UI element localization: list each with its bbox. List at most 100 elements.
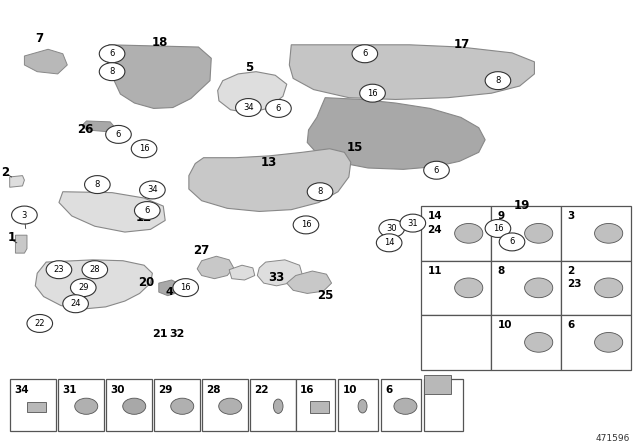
Circle shape bbox=[394, 398, 417, 414]
Text: 2: 2 bbox=[568, 266, 575, 276]
Text: 32: 32 bbox=[170, 329, 185, 339]
Text: 28: 28 bbox=[90, 265, 100, 274]
Text: 22: 22 bbox=[254, 385, 269, 395]
Text: 3: 3 bbox=[22, 211, 27, 220]
Text: 8: 8 bbox=[497, 266, 505, 276]
Bar bbox=[58, 379, 104, 431]
Bar bbox=[424, 375, 451, 394]
Text: 6: 6 bbox=[276, 104, 281, 113]
Text: 8: 8 bbox=[95, 180, 100, 189]
Bar bbox=[491, 315, 561, 370]
Circle shape bbox=[219, 398, 242, 414]
Text: 33: 33 bbox=[268, 271, 285, 284]
Circle shape bbox=[454, 278, 483, 298]
Circle shape bbox=[99, 45, 125, 63]
Circle shape bbox=[123, 398, 146, 414]
Polygon shape bbox=[307, 98, 485, 169]
Text: 7: 7 bbox=[36, 31, 44, 45]
Bar bbox=[154, 379, 200, 431]
Text: 24: 24 bbox=[70, 299, 81, 308]
Ellipse shape bbox=[358, 400, 367, 413]
Circle shape bbox=[525, 224, 553, 243]
Text: 28: 28 bbox=[206, 385, 221, 395]
Bar bbox=[381, 379, 420, 431]
Circle shape bbox=[525, 278, 553, 298]
Circle shape bbox=[424, 161, 449, 179]
Circle shape bbox=[106, 125, 131, 143]
Text: 2: 2 bbox=[1, 166, 9, 179]
Text: 10: 10 bbox=[342, 385, 357, 395]
Text: 16: 16 bbox=[301, 220, 311, 229]
Text: 21: 21 bbox=[152, 329, 167, 339]
Circle shape bbox=[171, 398, 194, 414]
Circle shape bbox=[140, 181, 165, 199]
Circle shape bbox=[595, 278, 623, 298]
Text: 8: 8 bbox=[317, 187, 323, 196]
Circle shape bbox=[63, 295, 88, 313]
Text: 6: 6 bbox=[145, 206, 150, 215]
Bar bbox=[424, 379, 463, 431]
Text: 16: 16 bbox=[139, 144, 149, 153]
Text: 29: 29 bbox=[78, 283, 88, 292]
Text: 31: 31 bbox=[408, 219, 418, 228]
Polygon shape bbox=[108, 45, 211, 108]
Text: 23: 23 bbox=[54, 265, 64, 274]
Text: 10: 10 bbox=[497, 320, 512, 331]
Text: 31: 31 bbox=[62, 385, 77, 395]
Text: 14: 14 bbox=[384, 238, 394, 247]
Bar bbox=[250, 379, 296, 431]
Text: 11: 11 bbox=[428, 266, 442, 276]
Text: 18: 18 bbox=[152, 36, 168, 49]
Text: 1: 1 bbox=[8, 231, 15, 244]
Circle shape bbox=[131, 140, 157, 158]
Circle shape bbox=[376, 234, 402, 252]
Bar bbox=[421, 206, 491, 261]
Text: 24: 24 bbox=[428, 225, 442, 235]
Bar bbox=[491, 206, 561, 261]
Circle shape bbox=[595, 224, 623, 243]
Text: 6: 6 bbox=[109, 49, 115, 58]
Circle shape bbox=[46, 261, 72, 279]
Text: 9: 9 bbox=[497, 211, 504, 221]
Text: 15: 15 bbox=[347, 141, 364, 155]
Circle shape bbox=[595, 332, 623, 352]
Polygon shape bbox=[289, 45, 534, 99]
Polygon shape bbox=[189, 149, 351, 211]
Circle shape bbox=[75, 398, 98, 414]
Circle shape bbox=[134, 202, 160, 220]
Text: 13: 13 bbox=[260, 155, 277, 169]
Text: 30: 30 bbox=[387, 224, 397, 233]
Bar bbox=[27, 402, 46, 412]
Bar bbox=[338, 379, 378, 431]
Bar bbox=[561, 206, 631, 261]
Text: 8: 8 bbox=[109, 67, 115, 76]
Circle shape bbox=[379, 220, 404, 237]
Text: 471596: 471596 bbox=[596, 434, 630, 443]
Bar bbox=[310, 401, 330, 413]
Polygon shape bbox=[218, 72, 287, 113]
Polygon shape bbox=[159, 280, 180, 296]
Circle shape bbox=[400, 214, 426, 232]
Text: 6: 6 bbox=[116, 130, 121, 139]
Circle shape bbox=[485, 72, 511, 90]
Polygon shape bbox=[15, 235, 27, 253]
Bar bbox=[421, 315, 491, 370]
Bar bbox=[491, 261, 561, 315]
Circle shape bbox=[499, 233, 525, 251]
Polygon shape bbox=[511, 208, 543, 229]
Polygon shape bbox=[197, 256, 234, 279]
Polygon shape bbox=[10, 176, 24, 187]
Text: 14: 14 bbox=[428, 211, 442, 221]
Circle shape bbox=[266, 99, 291, 117]
Text: 30: 30 bbox=[110, 385, 125, 395]
Text: 34: 34 bbox=[147, 185, 157, 194]
Circle shape bbox=[485, 220, 511, 237]
Text: 3: 3 bbox=[568, 211, 575, 221]
Text: 20: 20 bbox=[138, 276, 154, 289]
Bar bbox=[202, 379, 248, 431]
Text: 6: 6 bbox=[362, 49, 367, 58]
Bar bbox=[561, 315, 631, 370]
Text: 23: 23 bbox=[568, 280, 582, 289]
Text: 12: 12 bbox=[136, 211, 152, 224]
Circle shape bbox=[307, 183, 333, 201]
